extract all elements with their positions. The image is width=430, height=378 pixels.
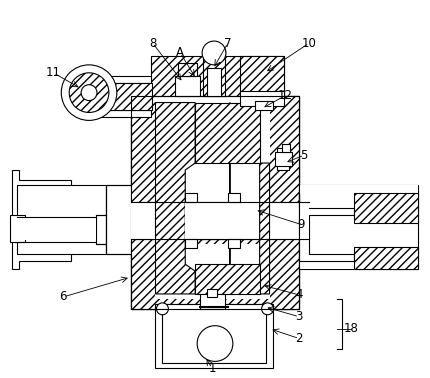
Bar [155,140,269,202]
Bar [254,101,272,110]
Text: 7: 7 [224,37,231,50]
Bar [155,96,269,140]
Bar [88,110,150,118]
Bar [185,239,197,248]
Circle shape [156,303,168,315]
Bar [206,289,216,297]
Bar [203,49,224,96]
Bar [155,244,269,299]
Text: 8: 8 [148,37,156,50]
Bar [10,215,25,242]
Circle shape [261,303,273,315]
Polygon shape [106,96,298,309]
Bar [178,63,197,76]
Circle shape [61,65,117,121]
Bar [282,144,290,152]
Polygon shape [298,185,418,269]
Bar [104,83,151,110]
Bar [277,148,289,170]
Text: 11: 11 [46,66,61,79]
Text: 5: 5 [300,149,307,162]
Polygon shape [150,56,284,96]
Bar [298,259,418,269]
Text: 2: 2 [295,332,302,345]
Text: 12: 12 [277,89,292,102]
Bar [206,68,221,96]
Text: A: A [176,46,184,59]
Bar [130,239,298,309]
Bar [227,193,239,202]
Bar [239,56,284,96]
Circle shape [69,73,109,113]
Polygon shape [155,102,195,294]
Bar [185,202,239,239]
Polygon shape [12,170,106,269]
Polygon shape [195,264,259,294]
Bar [274,152,292,166]
Bar [88,76,150,83]
Polygon shape [195,102,259,163]
Bar [130,96,298,309]
Bar [298,202,308,239]
Bar [130,96,298,202]
Bar [298,185,418,195]
Bar [130,202,298,239]
Bar [88,83,150,110]
Circle shape [197,326,232,361]
Text: 4: 4 [295,288,302,301]
Bar [239,91,284,105]
Text: 9: 9 [297,218,304,231]
Polygon shape [298,193,353,261]
Bar [185,193,197,202]
Text: 6: 6 [59,290,67,304]
Bar [353,247,418,269]
Text: 3: 3 [295,310,302,323]
Circle shape [202,41,225,65]
Bar [353,193,418,223]
Bar [155,304,272,368]
Polygon shape [229,102,269,294]
Text: 18: 18 [343,322,357,335]
Bar [200,294,224,309]
Bar [17,217,96,240]
Circle shape [81,85,97,101]
Polygon shape [17,185,106,254]
Text: 1: 1 [208,362,215,375]
Bar [162,304,265,363]
Bar [175,76,200,96]
Bar [227,239,239,248]
Text: 10: 10 [301,37,316,50]
